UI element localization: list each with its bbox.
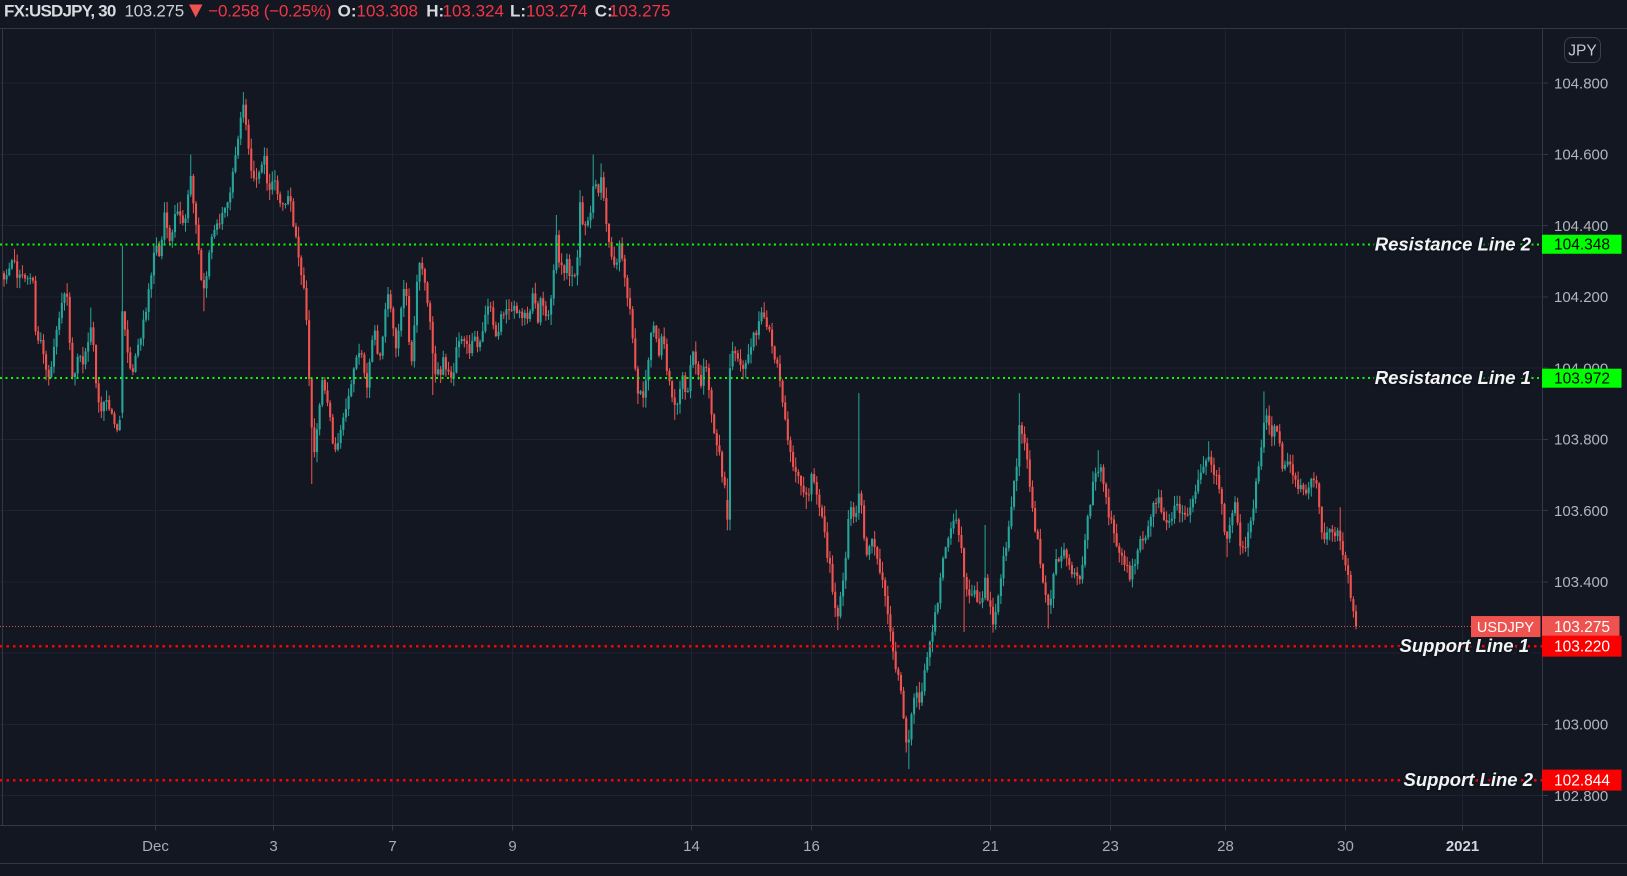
svg-text:103.275: 103.275 (125, 2, 184, 21)
svg-text:Support Line 1: Support Line 1 (1400, 635, 1530, 656)
svg-text:103.324: 103.324 (443, 2, 504, 21)
svg-text:O:: O: (338, 2, 357, 21)
svg-text:21: 21 (982, 838, 999, 855)
svg-text:2021: 2021 (1446, 838, 1479, 855)
svg-text:7: 7 (388, 838, 396, 855)
svg-text:103.000: 103.000 (1554, 717, 1608, 734)
svg-text:103.600: 103.600 (1554, 503, 1608, 520)
svg-text:102.844: 102.844 (1554, 773, 1610, 790)
svg-text:16: 16 (803, 838, 820, 855)
svg-text:103.800: 103.800 (1554, 432, 1608, 449)
svg-text:FX:USDJPY, 30: FX:USDJPY, 30 (4, 2, 116, 21)
svg-text:30: 30 (1337, 838, 1354, 855)
svg-text:103.400: 103.400 (1554, 574, 1608, 591)
svg-text:104.600: 104.600 (1554, 147, 1608, 164)
svg-text:14: 14 (683, 838, 700, 855)
svg-text:9: 9 (508, 838, 516, 855)
svg-text:Resistance Line 2: Resistance Line 2 (1375, 233, 1532, 254)
svg-text:103.275: 103.275 (609, 2, 670, 21)
svg-text:103.275: 103.275 (1554, 619, 1610, 636)
svg-text:USDJPY: USDJPY (1477, 620, 1535, 636)
svg-text:Dec: Dec (142, 838, 169, 855)
svg-text:3: 3 (269, 838, 277, 855)
svg-text:103.972: 103.972 (1554, 371, 1610, 388)
svg-text:−0.258 (−0.25%): −0.258 (−0.25%) (208, 2, 331, 21)
svg-text:23: 23 (1102, 838, 1119, 855)
svg-text:H:: H: (426, 2, 444, 21)
svg-text:103.220: 103.220 (1554, 639, 1610, 656)
svg-text:JPY: JPY (1568, 42, 1596, 59)
svg-text:L:: L: (510, 2, 526, 21)
svg-text:104.348: 104.348 (1554, 237, 1610, 254)
svg-text:28: 28 (1217, 838, 1234, 855)
svg-text:Resistance Line 1: Resistance Line 1 (1375, 367, 1531, 388)
svg-text:C:: C: (595, 2, 613, 21)
svg-text:104.400: 104.400 (1554, 218, 1608, 235)
svg-text:Support Line 2: Support Line 2 (1404, 769, 1534, 790)
svg-text:104.800: 104.800 (1554, 75, 1608, 92)
svg-text:104.200: 104.200 (1554, 289, 1608, 306)
svg-text:103.274: 103.274 (526, 2, 587, 21)
svg-text:103.308: 103.308 (357, 2, 418, 21)
svg-text:102.800: 102.800 (1554, 788, 1608, 805)
